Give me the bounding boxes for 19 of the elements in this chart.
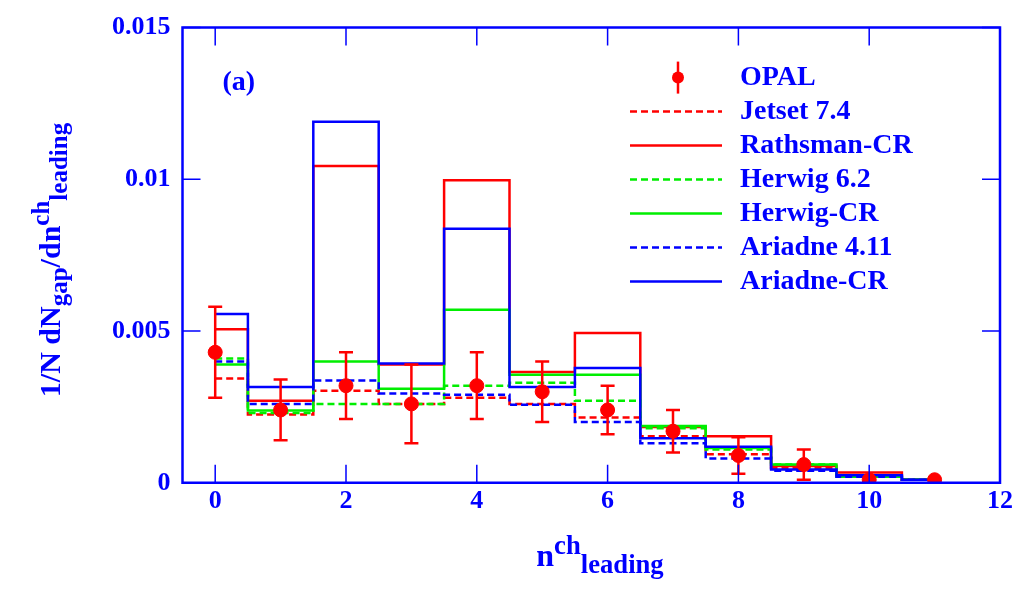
legend-label: OPAL [740,59,816,91]
x-tick-label: 12 [987,485,1013,515]
legend-label: Herwig 6.2 [740,161,871,193]
x-tick-label: 8 [731,485,745,515]
y-tick-label: 0.01 [125,163,171,193]
annotation: (a) [222,64,256,96]
x-tick-label: 0 [208,485,222,515]
y-tick-label: 0.005 [112,314,171,344]
legend-label: Rathsman-CR [740,127,914,159]
legend-label: Ariadne-CR [740,263,889,295]
legend-label: Herwig-CR [740,195,880,227]
legend-label: Jetset 7.4 [740,93,851,125]
legend-label: Ariadne 4.11 [740,229,893,261]
x-tick-label: 10 [856,485,883,515]
y-tick-label: 0 [157,466,171,496]
x-tick-label: 2 [339,485,353,515]
x-tick-label: 6 [601,485,615,515]
x-tick-label: 4 [470,485,484,515]
y-tick-label: 0.015 [112,11,171,41]
